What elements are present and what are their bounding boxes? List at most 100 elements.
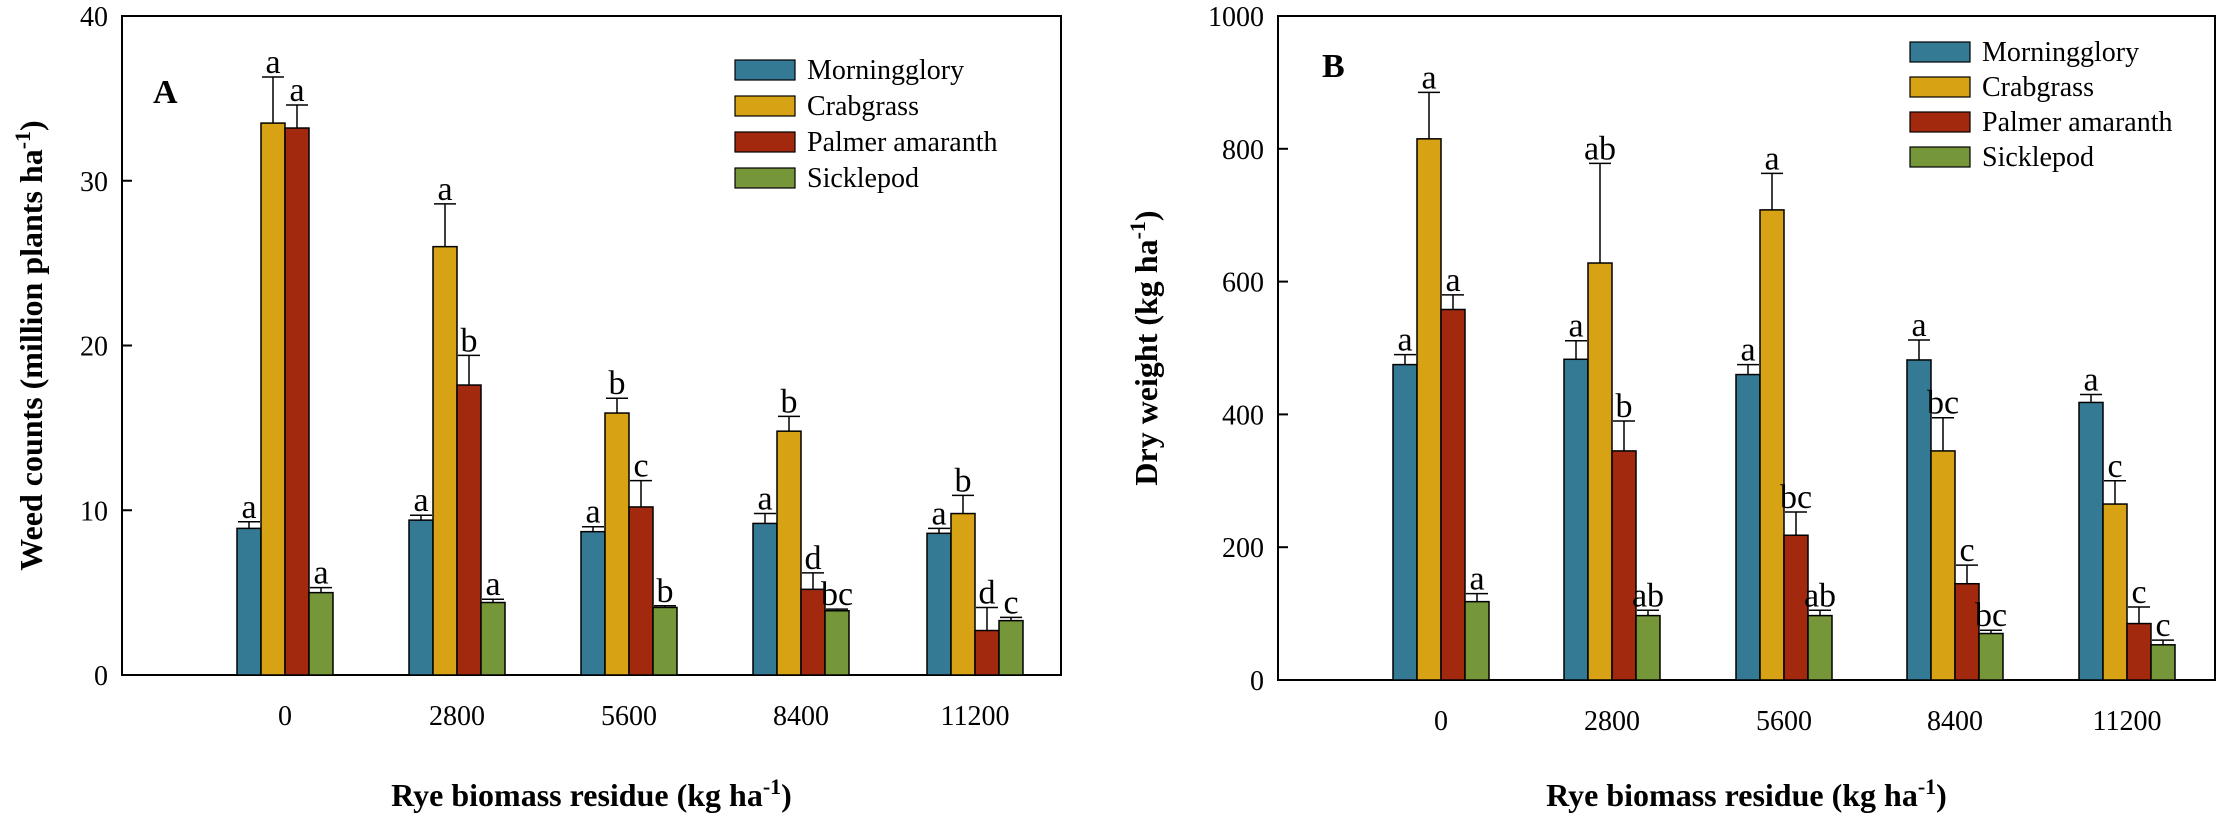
legend-swatch-palmer-amaranth-b [1909, 111, 1971, 133]
significance-letter-a: a [289, 72, 304, 109]
legend-swatch-crabgrass-b [1909, 76, 1971, 98]
x-tick-label-a: 8400 [773, 701, 829, 732]
bar-palmer-amaranth-a [800, 588, 826, 676]
bar-morningglory-b [1392, 363, 1418, 681]
x-tick-label-a: 11200 [941, 701, 1010, 732]
significance-letter-b: a [1911, 307, 1926, 344]
bar-morningglory-a [926, 532, 952, 676]
significance-letter-a: a [413, 482, 428, 519]
significance-letter-a: a [265, 44, 280, 81]
significance-letter-b: c [2155, 607, 2170, 644]
y-axis-label-b: Dry weight (kg ha-1) [1125, 210, 1164, 485]
x-axis-label-text: Rye biomass residue (kg ha [1546, 777, 1918, 813]
significance-letter-b: bc [1927, 385, 1959, 422]
significance-letter-b: a [1469, 561, 1484, 598]
x-axis-label-end: ) [781, 777, 792, 813]
y-tick-label-a: 30 [80, 167, 108, 198]
y-tick-label-b: 400 [1222, 400, 1264, 431]
y-tick-label-b: 1000 [1208, 2, 1264, 33]
x-tick-label-a: 0 [278, 701, 292, 732]
bar-crabgrass-a [950, 512, 976, 676]
significance-letter-b: ab [1804, 577, 1836, 614]
bar-morningglory-b [1735, 373, 1761, 681]
y-tick-label-b: 200 [1222, 533, 1264, 564]
significance-letter-b: a [1764, 140, 1779, 177]
x-tick-label-b: 11200 [2093, 706, 2162, 737]
bar-sicklepod-b [1978, 632, 2004, 681]
significance-letter-b: ab [1584, 130, 1616, 167]
x-tick-label-b: 2800 [1584, 706, 1640, 737]
legend-label-crabgrass-a: Crabgrass [807, 91, 919, 122]
bar-crabgrass-b [1930, 450, 1956, 681]
significance-letter-b: a [1397, 322, 1412, 359]
bar-palmer-amaranth-a [628, 506, 654, 676]
y-axis-label-superscript: -1 [10, 131, 35, 149]
bar-sicklepod-b [1635, 614, 1661, 681]
bar-crabgrass-a [776, 430, 802, 676]
significance-letter-a: a [757, 481, 772, 518]
legend-label-palmer-amaranth-a: Palmer amaranth [807, 127, 997, 158]
bar-palmer-amaranth-a [456, 384, 482, 676]
panel-letter-a: A [153, 74, 178, 111]
legend-swatch-sicklepod-a [734, 167, 796, 189]
bar-sicklepod-b [1464, 600, 1490, 681]
significance-letter-b: a [1421, 59, 1436, 96]
y-tick-label-a: 20 [80, 332, 108, 363]
significance-letter-b: bc [1975, 597, 2007, 634]
x-tick-label-a: 5600 [601, 701, 657, 732]
bar-palmer-amaranth-a [284, 127, 310, 676]
significance-letter-b: a [2083, 361, 2098, 398]
significance-letter-a: b [781, 383, 798, 420]
significance-letter-a: c [633, 448, 648, 485]
significance-letter-a: c [1003, 584, 1018, 621]
significance-letter-a: a [585, 494, 600, 531]
bar-sicklepod-a [824, 609, 850, 676]
y-axis-label-a: Weed counts (million plants ha-1) [10, 120, 49, 570]
x-tick-label-a: 2800 [429, 701, 485, 732]
panel-letter-b: B [1322, 48, 1345, 85]
x-axis-label-end: ) [1936, 777, 1947, 813]
bar-sicklepod-a [308, 591, 334, 676]
bar-palmer-amaranth-b [1954, 582, 1980, 681]
bar-morningglory-a [236, 527, 262, 676]
significance-letter-a: a [437, 171, 452, 208]
y-tick-label-a: 10 [80, 496, 108, 527]
bar-morningglory-a [408, 519, 434, 676]
significance-letter-b: c [2131, 574, 2146, 611]
significance-letter-a: d [805, 540, 822, 577]
significance-letter-a: d [979, 574, 996, 611]
significance-letter-a: b [609, 365, 626, 402]
y-tick-label-b: 0 [1250, 666, 1264, 697]
legend-label-sicklepod-a: Sicklepod [807, 163, 919, 194]
x-axis-label-superscript: -1 [1918, 774, 1936, 799]
legend-label-sicklepod-b: Sicklepod [1982, 142, 2094, 173]
bar-sicklepod-a [480, 601, 506, 676]
bar-palmer-amaranth-b [2126, 622, 2152, 681]
y-axis-label-superscript: -1 [1125, 221, 1150, 239]
significance-letter-a: b [461, 322, 478, 359]
bar-morningglory-b [1563, 358, 1589, 681]
significance-letter-b: a [1445, 262, 1460, 299]
legend-swatch-crabgrass-a [734, 95, 796, 117]
y-axis-label-end: ) [13, 120, 49, 131]
significance-letter-b: c [2107, 448, 2122, 485]
bar-palmer-amaranth-b [1611, 450, 1637, 681]
legend-swatch-palmer-amaranth-a [734, 131, 796, 153]
y-tick-label-a: 40 [80, 2, 108, 33]
legend-swatch-morningglory-a [734, 59, 796, 81]
significance-letter-b: a [1740, 332, 1755, 369]
x-tick-label-b: 8400 [1927, 706, 1983, 737]
significance-letter-a: a [313, 555, 328, 592]
significance-letter-b: a [1568, 308, 1583, 345]
legend-label-morningglory-b: Morningglory [1982, 37, 2139, 68]
bar-palmer-amaranth-a [974, 629, 1000, 676]
bar-palmer-amaranth-b [1783, 534, 1809, 681]
x-tick-label-b: 5600 [1756, 706, 1812, 737]
significance-letter-b: ab [1632, 577, 1664, 614]
significance-letter-a: b [955, 462, 972, 499]
x-axis-label-text: Rye biomass residue (kg ha [391, 777, 763, 813]
y-tick-label-a: 0 [94, 661, 108, 692]
bar-morningglory-b [2078, 401, 2104, 681]
